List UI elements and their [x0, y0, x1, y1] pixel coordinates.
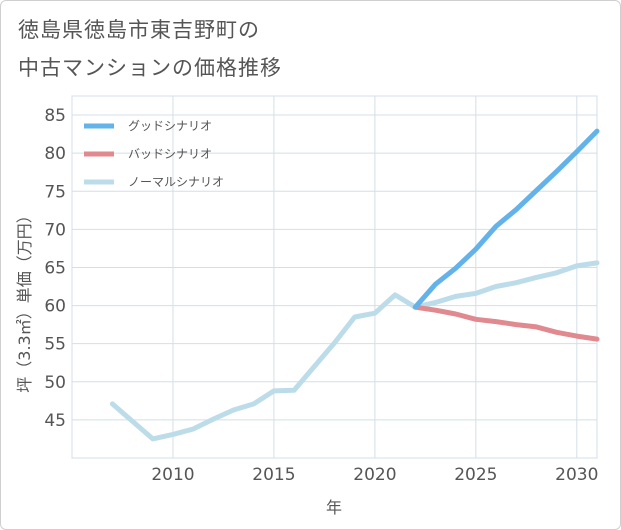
y-axis-label: 坪（3.3㎡）単価（万円）: [15, 207, 34, 392]
chart-title-line2: 中古マンションの価格推移: [18, 56, 282, 80]
series-lines: [109, 128, 600, 442]
x-tick-label: 2015: [252, 465, 295, 485]
series-line-0: [412, 128, 600, 310]
y-tick-label: 55: [44, 335, 66, 355]
y-tick-label: 70: [44, 220, 66, 240]
y-tick-label: 65: [44, 258, 66, 278]
y-tick-label: 45: [44, 411, 66, 431]
legend-label: ノーマルシナリオ: [128, 175, 224, 189]
y-tick-labels: 45 50 55 60 65 70 75 80 85: [44, 106, 66, 431]
series-line-1: [412, 304, 600, 342]
x-tick-labels: 2010 2015 2020 2025 2030: [151, 465, 598, 485]
x-tick-label: 2020: [353, 465, 396, 485]
y-tick-label: 80: [44, 144, 66, 164]
x-tick-label: 2010: [151, 465, 194, 485]
x-tick-label: 2030: [555, 465, 598, 485]
y-tick-label: 85: [44, 106, 66, 126]
y-tick-label: 75: [44, 182, 66, 202]
x-tick-label: 2025: [454, 465, 497, 485]
series-line-2: [109, 260, 600, 442]
y-tick-label: 50: [44, 373, 66, 393]
chart-title-line1: 徳島県徳島市東吉野町の: [18, 18, 260, 42]
plot-background: [71, 95, 598, 459]
legend-label: バッドシナリオ: [128, 147, 212, 161]
legend-label: グッドシナリオ: [128, 119, 212, 133]
y-tick-label: 60: [44, 297, 66, 317]
grid: [72, 96, 597, 458]
x-axis-label: 年: [326, 498, 342, 517]
